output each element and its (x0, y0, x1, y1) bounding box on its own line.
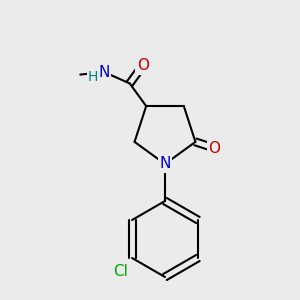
Text: O: O (137, 58, 149, 73)
Text: N: N (159, 157, 171, 172)
Text: Cl: Cl (113, 263, 128, 278)
Text: O: O (208, 141, 220, 156)
Text: H: H (88, 70, 98, 84)
Text: N: N (98, 64, 110, 80)
